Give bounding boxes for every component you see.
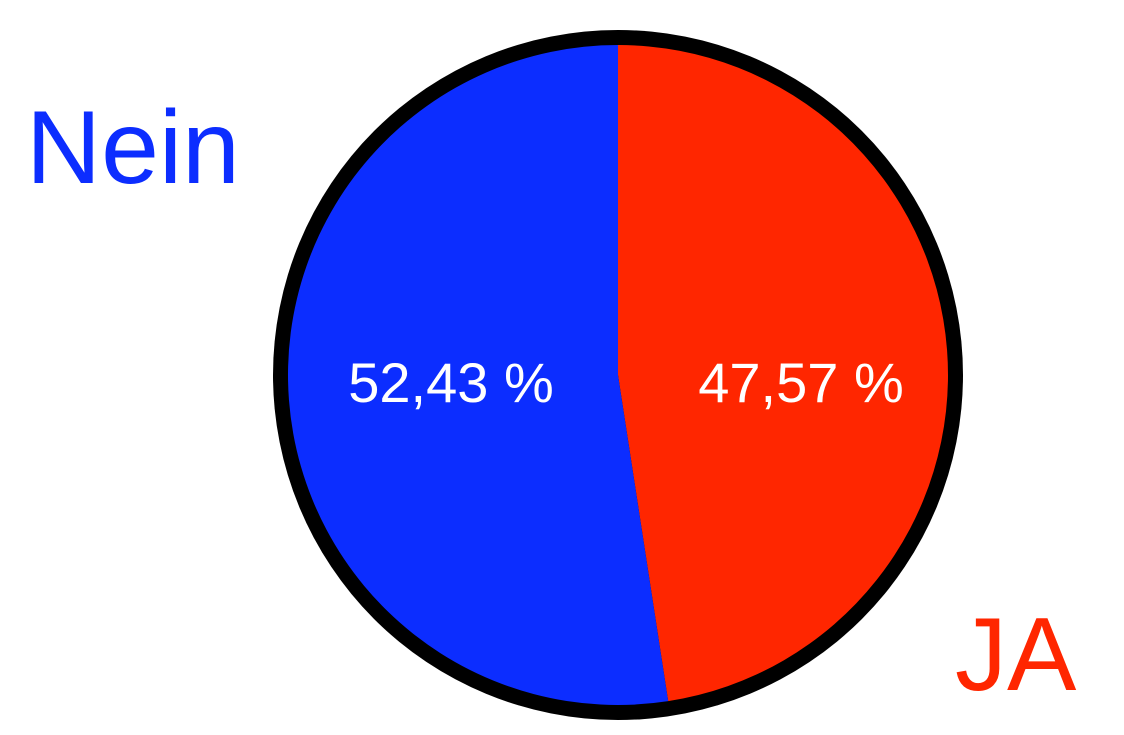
category-label-nein: Nein xyxy=(26,90,240,206)
data-label-ja: 47,57 % xyxy=(698,351,904,414)
category-label-ja: JA xyxy=(955,597,1077,713)
data-label-nein: 52,43 % xyxy=(348,351,554,414)
pie-slice-nein xyxy=(287,45,669,706)
pie-slice-ja xyxy=(618,45,948,702)
